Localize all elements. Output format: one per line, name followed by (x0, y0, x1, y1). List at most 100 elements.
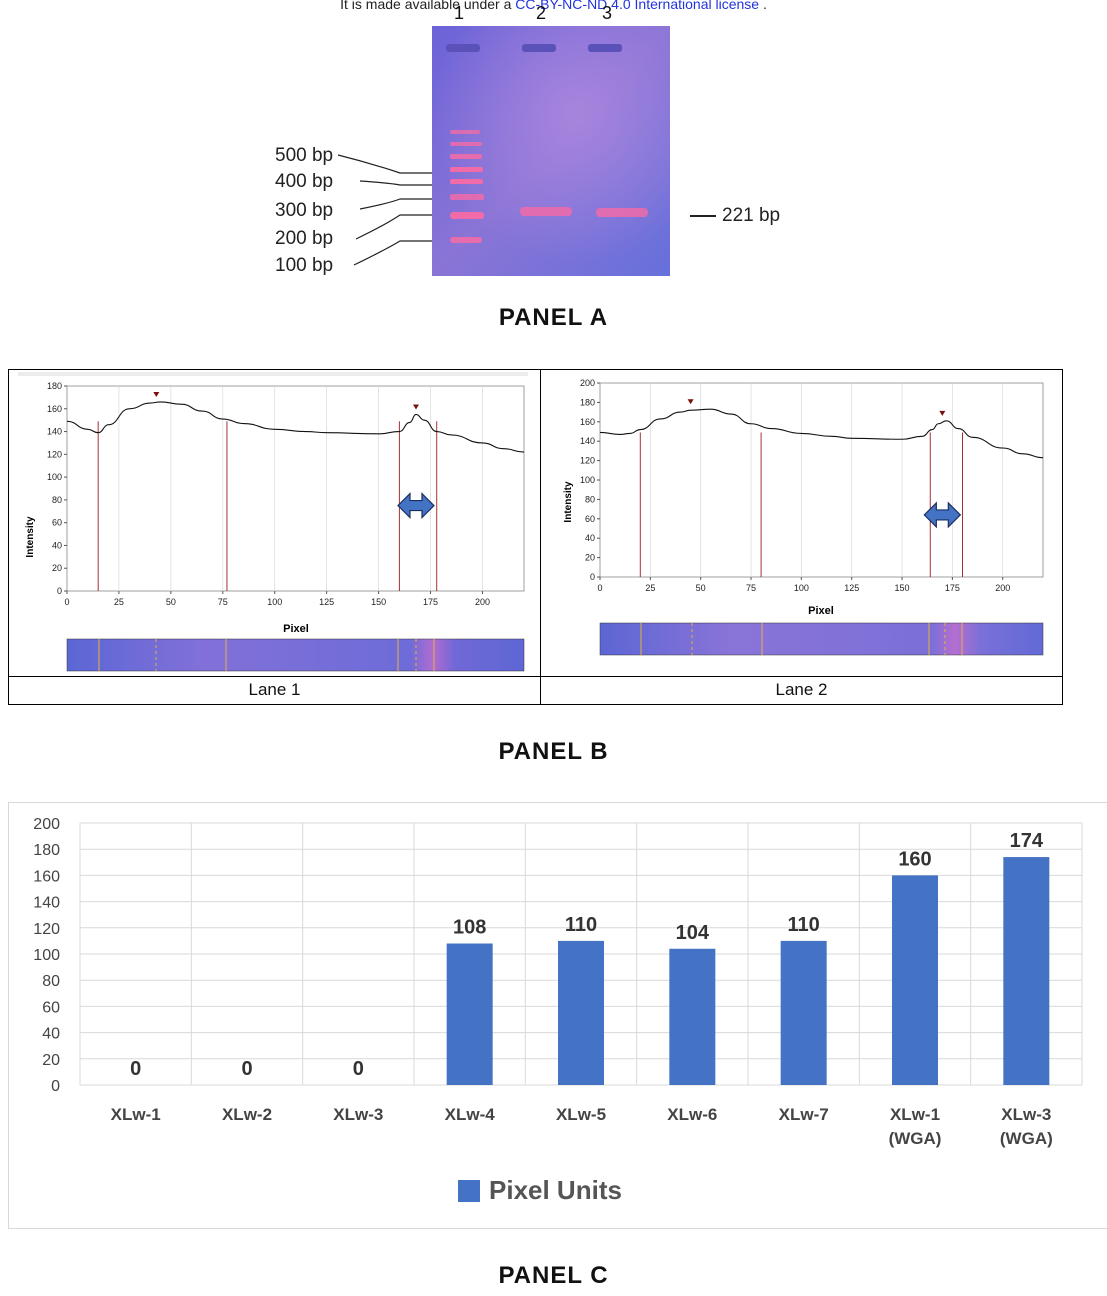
lane-1-caption: Lane 1 (248, 680, 301, 699)
legend-label: Pixel Units (489, 1175, 622, 1205)
bar-y-tick-label: 40 (42, 1026, 60, 1043)
intensity-curve (599, 408, 1044, 459)
profile-x-tick-label: 175 (423, 597, 438, 607)
profile-x-tick-label: 200 (475, 597, 490, 607)
profile-y-tick-label: 20 (52, 563, 62, 573)
profile-y-tick-label: 80 (585, 494, 595, 504)
bar (669, 948, 716, 1085)
bar-value-label: 0 (353, 1058, 364, 1080)
profile-plot-area (599, 382, 1044, 578)
panel-b-divider (540, 370, 541, 704)
panel-a-title: PANEL A (498, 304, 609, 331)
product-size-label: 221 bp (722, 205, 781, 226)
bar-value-label: 160 (898, 848, 931, 870)
bar-value-label: 0 (241, 1058, 252, 1080)
bar-value-label: 110 (788, 914, 820, 936)
peak-marker-icon (939, 410, 946, 416)
lane-2-ylabel: Intensity (563, 481, 574, 523)
marker-100bp: 100 bp (275, 255, 334, 276)
product-leader-line (690, 215, 716, 217)
lane-1-ylabel: Intensity (25, 516, 36, 558)
profile-y-tick-label: 60 (585, 514, 595, 524)
peak-marker-icon (412, 404, 419, 410)
bar (446, 943, 493, 1085)
bar-chart: 0 20 40 60 80 100 120 140 160 180 200 0 XLw-1 0 XLw-2 0… (33, 816, 1083, 1205)
bar-category-label: (WGA) (1000, 1129, 1053, 1148)
profile-y-tick-label: 100 (580, 475, 595, 485)
lane-1-xlabel: Pixel (283, 623, 309, 635)
bar-y-tick-label: 20 (42, 1052, 60, 1069)
lane-number-1: 1 (454, 3, 465, 23)
license-link[interactable]: CC-BY-NC-ND 4.0 International license (515, 0, 760, 12)
lane-2-profile: 0 25 50 75 100 125 150 175 200 0 20 40 60 80 100 120 140… (563, 378, 1044, 656)
profile-y-tick-label: 40 (585, 533, 595, 543)
bar-y-tick-label: 160 (33, 868, 60, 885)
legend-swatch (458, 1180, 480, 1202)
marker-200bp: 200 bp (275, 228, 334, 249)
bar-category-label: XLw-7 (779, 1105, 829, 1124)
lane-2-caption: Lane 2 (775, 680, 828, 699)
lane-1-strip (66, 638, 525, 672)
profile-y-tick-label: 100 (47, 472, 62, 482)
lane-number-3: 3 (602, 3, 613, 23)
profile-y-tick-label: 120 (580, 456, 595, 466)
bar-value-label: 0 (130, 1058, 141, 1080)
profile-x-tick-label: 0 (597, 583, 602, 593)
profile-x-tick-label: 0 (64, 597, 69, 607)
bar-value-label: 174 (1010, 830, 1044, 852)
profile-x-tick-label: 125 (319, 597, 334, 607)
bar-category-label: XLw-3 (333, 1105, 383, 1124)
bar-value-label: 110 (565, 914, 597, 936)
profile-x-tick-label: 25 (645, 583, 655, 593)
profile-y-tick-label: 80 (52, 495, 62, 505)
bar-y-tick-label: 200 (33, 816, 60, 833)
bar-category-label: XLw-2 (222, 1105, 272, 1124)
profile-y-tick-label: 200 (580, 378, 595, 388)
bar-value-label: 104 (676, 922, 710, 944)
profile-x-tick-label: 75 (218, 597, 228, 607)
profile-y-tick-label: 180 (47, 381, 62, 391)
bar-y-tick-label: 120 (33, 921, 60, 938)
bar-y-tick-label: 140 (33, 895, 60, 912)
bar (558, 940, 604, 1085)
bar-y-tick-label: 180 (33, 842, 60, 859)
profile-y-tick-label: 160 (47, 404, 62, 414)
bar (1003, 857, 1050, 1085)
profile-y-tick-label: 0 (590, 572, 595, 582)
lane-2-xlabel: Pixel (808, 605, 834, 617)
profile-y-tick-label: 160 (580, 417, 595, 427)
profile-x-tick-label: 100 (794, 583, 809, 593)
panel-b-frame: Lane 1 Lane 2 (8, 369, 1063, 705)
bar-category-label: XLw-3 (1001, 1105, 1051, 1124)
lane-2-strip (599, 622, 1044, 656)
panel-b-title: PANEL B (498, 738, 609, 765)
profile-y-tick-label: 120 (47, 449, 62, 459)
panel-b-caption-rule (9, 676, 1062, 677)
profile-x-tick-label: 100 (267, 597, 282, 607)
profile-x-tick-label: 200 (995, 583, 1010, 593)
profile-y-tick-label: 20 (585, 553, 595, 563)
bar-category-label: XLw-1 (111, 1105, 161, 1124)
peak-marker-icon (153, 391, 160, 397)
bar-category-label: XLw-5 (556, 1105, 606, 1124)
lane-number-2: 2 (536, 3, 547, 23)
bar-value-label: 108 (453, 917, 486, 939)
marker-leader-lines (337, 154, 432, 266)
profile-y-tick-label: 0 (57, 586, 62, 596)
lane-1-profile: 0 25 50 75 100 125 150 175 200 0 20 40 60 80 100 120 140… (18, 372, 528, 672)
profile-x-tick-label: 75 (746, 583, 756, 593)
profile-x-tick-label: 150 (895, 583, 910, 593)
marker-300bp: 300 bp (275, 200, 334, 221)
double-arrow-icon (923, 501, 962, 529)
profile-x-tick-label: 50 (166, 597, 176, 607)
bar-y-tick-label: 60 (42, 999, 60, 1016)
peak-marker-icon (687, 399, 694, 405)
marker-400bp: 400 bp (275, 171, 334, 192)
profile-plot-area (66, 385, 525, 592)
profile-y-tick-label: 140 (47, 427, 62, 437)
profile-x-tick-label: 150 (371, 597, 386, 607)
profile-y-tick-label: 180 (580, 397, 595, 407)
profile-x-tick-label: 175 (945, 583, 960, 593)
license-suffix: . (759, 0, 767, 12)
bar (780, 940, 827, 1085)
